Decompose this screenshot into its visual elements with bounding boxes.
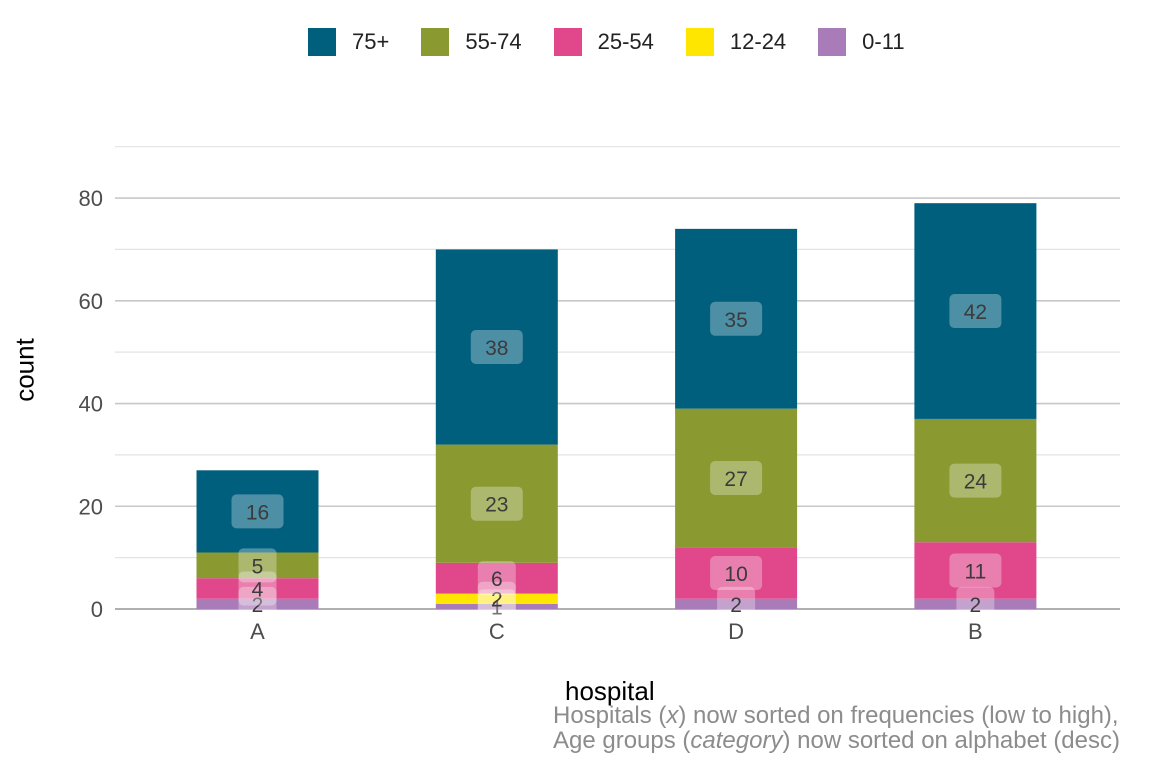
x-tick-label: C [489,619,505,644]
caption-line-2-var: category [690,727,783,754]
bar-segment-55-74-B [914,418,1037,543]
caption-line-1-part-b: ) now sorted on frequencies (low to high… [678,702,1119,729]
x-tick-label: D [728,619,744,644]
y-tick-label: 0 [91,597,103,622]
bar-segment-75+-A [196,470,319,553]
data-label-box [470,330,523,365]
data-label-box [477,581,516,616]
data-label-box [949,463,1002,498]
legend-swatch-0-11 [818,28,847,56]
tick-layer: 0 20 40 60 80 A C D B [79,186,983,644]
bar-layer [196,203,1037,609]
data-label: 5 [252,555,264,578]
legend-label-55-74: 55-74 [465,29,522,54]
bar-segment-25-54-B [914,542,1037,599]
data-label: 2 [491,589,503,612]
bar-segment-0-11-B [914,598,1037,609]
data-label-box [956,586,995,621]
bar-segment-55-74-C [435,444,558,563]
data-label-box [717,586,756,621]
legend-item-0-11: 0-11 [818,28,905,56]
bar-segment-55-74-D [675,408,798,548]
chart-caption: Hospitals (x) now sorted on frequencies … [553,703,1120,753]
data-label: 16 [246,501,269,524]
data-label-box [949,294,1002,329]
data-label-box [238,548,277,583]
data-label-box [477,589,516,624]
data-label: 27 [724,468,747,491]
x-tick-label: A [250,619,265,644]
y-tick-label: 80 [79,186,103,211]
bar-segment-25-54-D [675,547,798,599]
y-axis-title: count [8,338,42,402]
data-label: 35 [724,309,747,332]
bar-segment-75+-D [675,228,798,409]
legend-swatch-12-24 [685,28,714,56]
legend: 75+ 55-74 25-54 12-24 0-11 [308,28,937,56]
legend-swatch-25-54 [553,28,582,56]
caption-line-1: Hospitals (x) now sorted on frequencies … [553,703,1120,728]
data-label: 42 [964,301,987,324]
legend-label-75plus: 75+ [352,29,390,54]
legend-label-0-11: 0-11 [862,29,905,54]
y-axis-title-text: count [9,338,40,402]
legend-swatch-75plus [308,28,336,56]
data-label-box [477,561,516,596]
legend-item-12-24: 12-24 [685,28,787,56]
data-label: 24 [964,471,988,494]
bar-segment-0-11-C [435,603,558,609]
legend-item-25-54: 25-54 [553,28,654,56]
data-label-box [710,301,763,336]
bar-segment-75+-B [914,203,1037,419]
legend-label-25-54: 25-54 [597,29,654,54]
bar-segment-25-54-C [435,562,558,594]
data-label: 38 [485,337,508,360]
y-tick-label: 60 [79,289,103,314]
legend-item-55-74: 55-74 [421,28,522,56]
y-tick-label: 40 [79,392,103,417]
data-label: 6 [491,568,503,591]
bar-segment-55-74-A [196,552,319,579]
legend-swatch-55-74 [421,28,450,56]
data-label-box [231,494,284,529]
bar-segment-75+-C [435,249,558,445]
data-label-box [710,461,763,496]
data-label: 10 [724,563,747,586]
legend-item-75plus: 75+ [308,28,389,56]
caption-line-2: Age groups (category) now sorted on alph… [553,728,1120,753]
bar-segment-12-24-C [435,593,558,604]
caption-line-1-var: x [666,702,679,729]
data-label-box [238,571,277,606]
data-label: 4 [252,578,264,601]
data-label: 2 [252,594,264,617]
data-label: 23 [485,494,508,517]
caption-line-2-part-b: ) now sorted on alphabet (desc) [782,727,1120,754]
bar-segment-0-11-D [675,598,798,609]
data-label-box [949,553,1002,588]
bar-segment-25-54-A [196,578,319,599]
legend-label-12-24: 12-24 [729,29,787,54]
data-label: 1 [491,596,503,619]
x-tick-label: B [968,619,983,644]
data-label: 11 [964,560,986,583]
data-label: 2 [730,594,742,617]
caption-line-1-part-a: Hospitals ( [552,702,667,729]
x-axis-title: hospital [565,676,655,706]
bar-segment-0-11-A [196,598,319,609]
data-label-box [710,556,763,591]
data-label: 2 [970,594,982,617]
data-label-box [238,586,277,621]
y-tick-label: 20 [79,494,103,519]
caption-line-2-part-a: Age groups ( [552,727,691,754]
data-label-box [470,486,523,521]
